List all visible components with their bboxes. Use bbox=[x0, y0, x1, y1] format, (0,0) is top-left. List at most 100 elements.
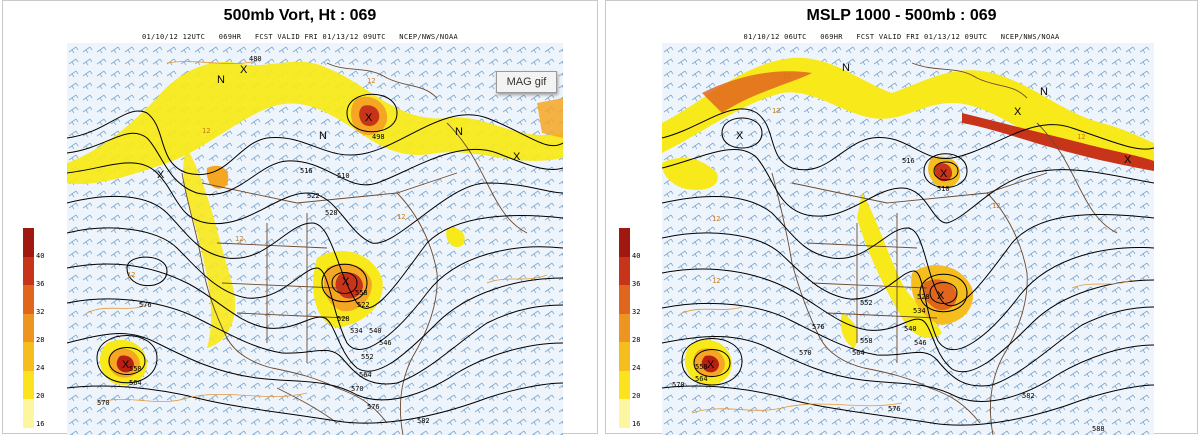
vorticity-label: 12 bbox=[127, 271, 135, 279]
height-label: 534 bbox=[913, 307, 926, 315]
vorticity-label: 12 bbox=[202, 127, 210, 135]
height-contours bbox=[67, 93, 563, 424]
height-label: 528 bbox=[325, 209, 338, 217]
height-label: 534 bbox=[350, 327, 363, 335]
colorbar-swatch bbox=[23, 342, 34, 371]
right-panel-meta: 01/10/12 06UTC 069HR FCST VALID FRI 01/1… bbox=[743, 33, 1060, 41]
left-map-panel: 500mb Vort, Ht : 069 01/10/12 12UTC 069H… bbox=[2, 0, 598, 435]
height-label: 570 bbox=[97, 399, 110, 407]
vorticity-label: 12 bbox=[397, 213, 405, 221]
vorticity-label: 12 bbox=[782, 72, 790, 80]
colorbar-tick: 24 bbox=[632, 364, 641, 372]
left-panel-title: 500mb Vort, Ht : 069 bbox=[223, 7, 377, 24]
height-label: 576 bbox=[367, 403, 380, 411]
low-marker: X bbox=[157, 169, 165, 181]
thickness-contours bbox=[662, 108, 1154, 426]
vorticity-label: 12 bbox=[772, 107, 780, 115]
height-label: 582 bbox=[417, 417, 430, 425]
pressure-centers: X X X X X X N N bbox=[707, 62, 1132, 371]
vorticity-label: 12 bbox=[992, 202, 1000, 210]
colorbar-tick: 40 bbox=[36, 252, 45, 260]
colorbar-swatch bbox=[23, 256, 34, 285]
low-marker: X bbox=[122, 359, 130, 371]
low-marker: X bbox=[1014, 106, 1022, 118]
vorticity-contours bbox=[86, 60, 548, 404]
height-label: 558 bbox=[860, 337, 873, 345]
height-label: 576 bbox=[812, 323, 825, 331]
height-label: 558 bbox=[355, 289, 368, 297]
low-marker: X bbox=[937, 290, 945, 302]
low-marker: X bbox=[736, 130, 744, 142]
height-label: 552 bbox=[860, 299, 873, 307]
low-marker: X bbox=[1124, 154, 1132, 166]
colorbar-tick: 16 bbox=[632, 420, 641, 428]
vorticity-label: 12 bbox=[235, 235, 243, 243]
vorticity-label: 12 bbox=[712, 215, 720, 223]
colorbar-tick: 32 bbox=[632, 308, 641, 316]
colorbar-tick: 36 bbox=[36, 280, 45, 288]
vorticity-label: 12 bbox=[712, 277, 720, 285]
left-colorbar bbox=[23, 228, 34, 428]
height-label: 522 bbox=[357, 301, 370, 309]
height-label: 570 bbox=[672, 381, 685, 389]
height-label: 564 bbox=[359, 371, 372, 379]
height-label: 564 bbox=[129, 379, 142, 387]
high-marker: N bbox=[319, 130, 327, 142]
colorbar-swatch bbox=[619, 285, 630, 314]
height-label: 576 bbox=[139, 301, 152, 309]
height-label: 510 bbox=[337, 172, 350, 180]
height-label: 558 bbox=[129, 365, 142, 373]
high-marker: N bbox=[455, 126, 463, 138]
colorbar-tick: 32 bbox=[36, 308, 45, 316]
colorbar-tick: 28 bbox=[36, 336, 45, 344]
right-map-panel: MSLP 1000 - 500mb : 069 01/10/12 06UTC 0… bbox=[605, 0, 1198, 435]
height-label: 546 bbox=[914, 339, 927, 347]
mag-gif-tooltip[interactable]: MAG gif bbox=[496, 71, 557, 93]
high-marker: N bbox=[842, 62, 850, 74]
colorbar-swatch bbox=[619, 313, 630, 342]
colorbar-tick: 20 bbox=[632, 392, 641, 400]
pressure-centers: X X X X X X N N N bbox=[122, 64, 521, 371]
colorbar-swatch bbox=[619, 228, 630, 257]
colorbar-swatch bbox=[619, 256, 630, 285]
right-colorbar-labels: 40 36 32 28 24 20 16 bbox=[632, 228, 648, 428]
height-label: 558 bbox=[695, 363, 708, 371]
vorticity-contours bbox=[681, 279, 1133, 414]
vorticity-label: 12 bbox=[367, 77, 375, 85]
low-marker: X bbox=[342, 276, 350, 288]
colorbar-tick: 16 bbox=[36, 420, 45, 428]
colorbar-swatch bbox=[619, 370, 630, 399]
height-label: 516 bbox=[300, 167, 313, 175]
height-label: 576 bbox=[888, 405, 901, 413]
right-panel-title: MSLP 1000 - 500mb : 069 bbox=[806, 7, 997, 24]
colorbar-tick: 40 bbox=[632, 252, 641, 260]
vorticity-shading bbox=[662, 57, 1154, 385]
colorbar-tick: 36 bbox=[632, 280, 641, 288]
height-label: 516 bbox=[902, 157, 915, 165]
height-label: 552 bbox=[361, 353, 374, 361]
height-label: 522 bbox=[307, 192, 320, 200]
colorbar-swatch bbox=[23, 370, 34, 399]
left-weather-map: 480 498 510 516 522 528 558 522 528 534 … bbox=[67, 43, 563, 435]
contour-labels: 510 516 528 534 540 546 552 558 564 570 … bbox=[672, 72, 1105, 433]
height-label: 510 bbox=[937, 185, 950, 193]
colorbar-swatch bbox=[23, 228, 34, 257]
colorbar-swatch bbox=[619, 342, 630, 371]
colorbar-tick: 28 bbox=[632, 336, 641, 344]
low-marker: X bbox=[513, 151, 521, 163]
left-panel-meta: 01/10/12 12UTC 069HR FCST VALID FRI 01/1… bbox=[141, 33, 458, 41]
height-label: 570 bbox=[799, 349, 812, 357]
low-marker: X bbox=[240, 64, 248, 76]
height-label: 564 bbox=[852, 349, 865, 357]
right-colorbar bbox=[619, 228, 630, 428]
height-label: 480 bbox=[249, 55, 262, 63]
height-label: 540 bbox=[904, 325, 917, 333]
colorbar-swatch bbox=[23, 313, 34, 342]
height-label: 528 bbox=[337, 315, 350, 323]
height-label: 564 bbox=[695, 375, 708, 383]
height-label: 546 bbox=[379, 339, 392, 347]
colorbar-swatch bbox=[23, 399, 34, 428]
low-marker: X bbox=[365, 112, 373, 124]
low-marker: X bbox=[940, 168, 948, 180]
height-label: 570 bbox=[351, 385, 364, 393]
